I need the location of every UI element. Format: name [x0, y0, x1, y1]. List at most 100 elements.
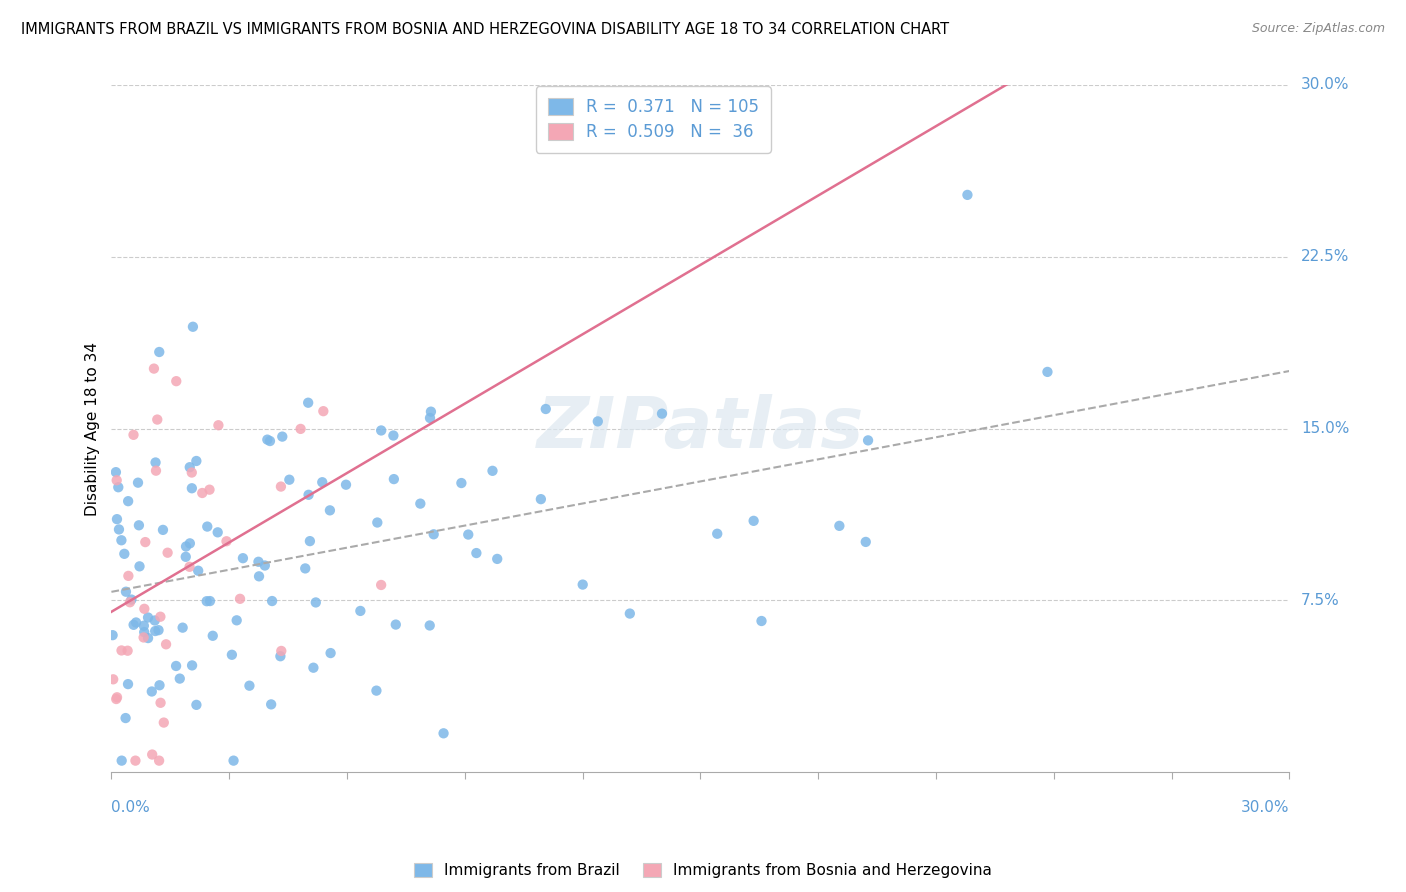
Point — [152, 715, 174, 730]
Point — [179, 559, 201, 574]
Point — [319, 646, 342, 660]
Point — [141, 684, 163, 698]
Point — [136, 610, 159, 624]
Point — [319, 503, 342, 517]
Point — [419, 404, 441, 418]
Text: Source: ZipAtlas.com: Source: ZipAtlas.com — [1251, 22, 1385, 36]
Point — [751, 614, 773, 628]
Point — [105, 692, 128, 706]
Point — [180, 481, 202, 495]
Point — [349, 604, 371, 618]
Point — [534, 402, 557, 417]
Point — [111, 754, 134, 768]
Point — [311, 475, 333, 490]
Point — [269, 649, 291, 664]
Text: 15.0%: 15.0% — [1301, 421, 1350, 436]
Point — [165, 374, 187, 388]
Point — [143, 624, 166, 638]
Point — [152, 523, 174, 537]
Point — [465, 546, 488, 560]
Text: 22.5%: 22.5% — [1301, 249, 1350, 264]
Point — [278, 473, 301, 487]
Point — [108, 523, 131, 537]
Point — [107, 480, 129, 494]
Point — [419, 411, 441, 425]
Point — [571, 577, 593, 591]
Point — [855, 535, 877, 549]
Text: 7.5%: 7.5% — [1301, 593, 1340, 607]
Point — [619, 607, 641, 621]
Point — [302, 661, 325, 675]
Point — [201, 629, 224, 643]
Point — [422, 527, 444, 541]
Point — [450, 476, 472, 491]
Point — [290, 422, 312, 436]
Point — [198, 483, 221, 497]
Point — [114, 711, 136, 725]
Point — [179, 536, 201, 550]
Point — [142, 361, 165, 376]
Point — [115, 584, 138, 599]
Point — [457, 527, 479, 541]
Point — [195, 519, 218, 533]
Point — [706, 526, 728, 541]
Point — [181, 319, 204, 334]
Point — [122, 427, 145, 442]
Point — [856, 434, 879, 448]
Text: 30.0%: 30.0% — [1301, 78, 1350, 93]
Point — [174, 549, 197, 564]
Point — [132, 631, 155, 645]
Point — [148, 754, 170, 768]
Point — [148, 623, 170, 637]
Point — [586, 414, 609, 428]
Point — [298, 534, 321, 549]
Point — [134, 602, 156, 616]
Point — [136, 631, 159, 645]
Point — [260, 698, 283, 712]
Point — [118, 595, 141, 609]
Point — [146, 412, 169, 426]
Point — [1036, 365, 1059, 379]
Point — [134, 535, 156, 549]
Point — [270, 479, 292, 493]
Point — [294, 561, 316, 575]
Point — [156, 546, 179, 560]
Point — [229, 591, 252, 606]
Point — [191, 486, 214, 500]
Point — [172, 621, 194, 635]
Point — [370, 578, 392, 592]
Point — [124, 754, 146, 768]
Point — [186, 454, 208, 468]
Point — [125, 615, 148, 630]
Point — [110, 533, 132, 548]
Point — [165, 659, 187, 673]
Point — [366, 516, 388, 530]
Point — [366, 683, 388, 698]
Point — [155, 637, 177, 651]
Point — [215, 534, 238, 549]
Point — [207, 525, 229, 540]
Point — [120, 592, 142, 607]
Point — [117, 494, 139, 508]
Point — [222, 754, 245, 768]
Point — [481, 464, 503, 478]
Point — [270, 644, 292, 658]
Point — [104, 465, 127, 479]
Point — [186, 698, 208, 712]
Point — [117, 643, 139, 657]
Point — [148, 345, 170, 359]
Legend: R =  0.371   N = 105, R =  0.509   N =  36: R = 0.371 N = 105, R = 0.509 N = 36 — [536, 87, 770, 153]
Point — [180, 466, 202, 480]
Point — [382, 428, 405, 442]
Point — [132, 618, 155, 632]
Point — [128, 518, 150, 533]
Point — [195, 594, 218, 608]
Point — [169, 672, 191, 686]
Point — [247, 555, 270, 569]
Point — [382, 472, 405, 486]
Point — [651, 407, 673, 421]
Point — [432, 726, 454, 740]
Point — [141, 747, 163, 762]
Point — [128, 559, 150, 574]
Point — [262, 594, 284, 608]
